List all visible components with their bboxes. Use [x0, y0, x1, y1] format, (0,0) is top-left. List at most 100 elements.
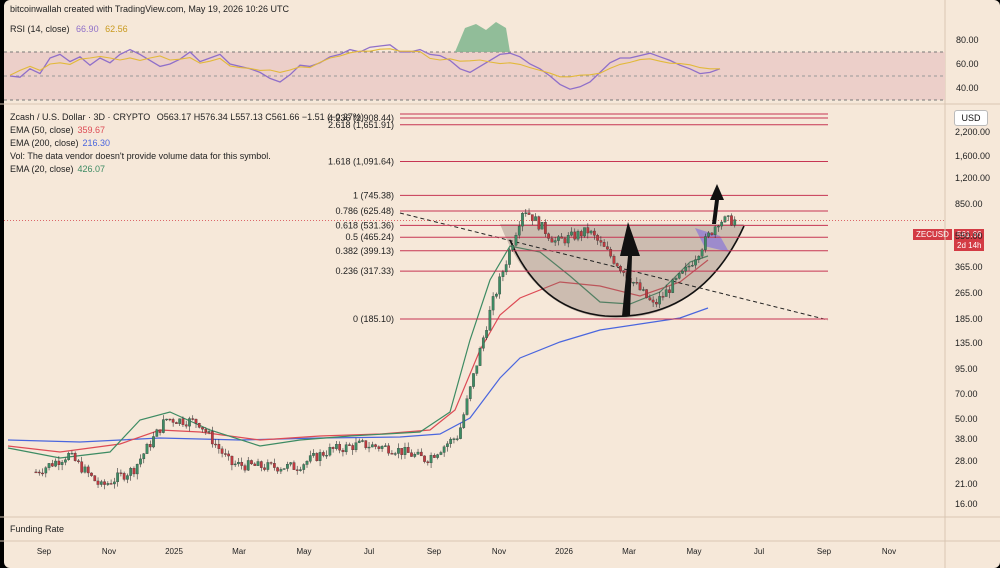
fib-level-label: 2.618 (1,651.91) — [328, 120, 394, 130]
rsi-overbought-fill — [455, 22, 510, 52]
candle-body — [357, 440, 361, 443]
candle-body — [77, 460, 80, 462]
candle-body — [171, 419, 175, 423]
candle-body — [227, 453, 230, 457]
candle-body — [47, 463, 51, 468]
candle-body — [289, 462, 293, 465]
handle-channel — [695, 228, 729, 252]
candle-body — [116, 472, 119, 483]
candle-body — [194, 418, 198, 424]
candle-body — [592, 230, 596, 236]
candle-body — [37, 471, 41, 474]
candle-body — [370, 444, 374, 448]
candle-body — [44, 467, 48, 474]
candle-body — [442, 446, 446, 453]
candle-body — [436, 454, 439, 458]
candle-body — [318, 452, 322, 462]
candle-body — [161, 419, 165, 433]
candle-body — [155, 429, 159, 437]
candle-body — [351, 445, 355, 451]
candle-body — [86, 466, 90, 474]
candle-body — [406, 447, 410, 453]
candle-body — [429, 455, 433, 464]
candle-body — [723, 216, 727, 223]
candle-body — [217, 443, 221, 449]
ema200-legend[interactable]: EMA (200, close) 216.30 — [10, 138, 110, 148]
candle-body — [224, 453, 227, 455]
candle-body — [563, 238, 567, 244]
candles-group — [34, 208, 737, 490]
candle-body — [423, 455, 426, 462]
ema20-value: 426.07 — [77, 164, 106, 174]
candle-body — [700, 249, 704, 257]
candle-body — [511, 245, 515, 251]
candle-body — [720, 221, 724, 227]
price-tick-label: 365.00 — [955, 262, 983, 272]
candle-body — [302, 464, 306, 470]
candle-body — [485, 330, 488, 338]
ema20-legend[interactable]: EMA (20, close) 426.07 — [10, 164, 105, 174]
candle-body — [527, 212, 531, 215]
candle-body — [596, 235, 599, 241]
candle-body — [517, 225, 521, 236]
candle-body — [158, 429, 162, 433]
candle-body — [181, 418, 185, 425]
candle-body — [126, 475, 129, 480]
candle-body — [253, 463, 257, 466]
candle-body — [384, 445, 387, 447]
countdown-tag: 2d 14h — [954, 240, 985, 251]
cup-curve — [509, 225, 745, 318]
symbol-legend[interactable]: Zcash / U.S. Dollar · 3D · CRYPTO O563.1… — [10, 112, 364, 122]
candle-body — [80, 461, 84, 473]
candle-body — [410, 452, 413, 457]
price-tick-label: 70.00 — [955, 389, 978, 399]
candle-body — [638, 282, 642, 291]
candle-body — [113, 481, 116, 485]
candle-body — [197, 423, 201, 428]
candle-body — [674, 278, 678, 280]
candle-body — [60, 462, 64, 465]
candle-body — [321, 452, 325, 456]
candle-body — [550, 238, 554, 243]
candle-body — [439, 452, 443, 455]
candle-body — [341, 450, 345, 453]
candle-body — [374, 444, 377, 447]
candle-body — [308, 455, 312, 462]
rsi-tick-label: 60.00 — [956, 59, 979, 69]
candle-body — [521, 213, 524, 227]
ema200-label: EMA (200, close) — [10, 138, 79, 148]
candle-body — [707, 232, 710, 237]
price-tick-label: 1,600.00 — [955, 151, 990, 161]
candle-body — [481, 337, 485, 349]
time-tick-label: Mar — [232, 547, 246, 556]
candle-body — [165, 418, 168, 421]
target-arrow-small — [710, 184, 724, 224]
candle-body — [717, 225, 720, 228]
fib-level-label: 1.618 (1,091.64) — [328, 157, 394, 167]
fib-level-label: 0 (185.10) — [353, 314, 394, 324]
time-tick-label: Nov — [492, 547, 506, 556]
ema50-legend[interactable]: EMA (50, close) 359.67 — [10, 125, 105, 135]
candle-body — [64, 459, 67, 463]
candle-body — [462, 414, 466, 428]
candle-body — [220, 448, 224, 454]
candle-body — [240, 461, 244, 466]
symbol-title: Zcash / U.S. Dollar · 3D · CRYPTO — [10, 112, 151, 122]
candle-body — [390, 453, 394, 455]
candle-body — [478, 348, 482, 366]
candle-body — [305, 461, 309, 465]
ema200-line — [7, 307, 709, 443]
symbol-price-tag: ZECUSD — [913, 229, 952, 240]
candle-body — [602, 242, 606, 247]
fib-level-label: 0.618 (531.36) — [335, 220, 394, 230]
candle-body — [694, 259, 697, 266]
candle-body — [658, 296, 662, 305]
candle-body — [299, 469, 302, 471]
candle-body — [214, 443, 217, 446]
currency-button[interactable]: USD — [954, 110, 988, 126]
candle-body — [259, 461, 263, 468]
candle-body — [67, 453, 71, 460]
candle-body — [570, 231, 573, 236]
price-tick-label: 95.00 — [955, 364, 978, 374]
